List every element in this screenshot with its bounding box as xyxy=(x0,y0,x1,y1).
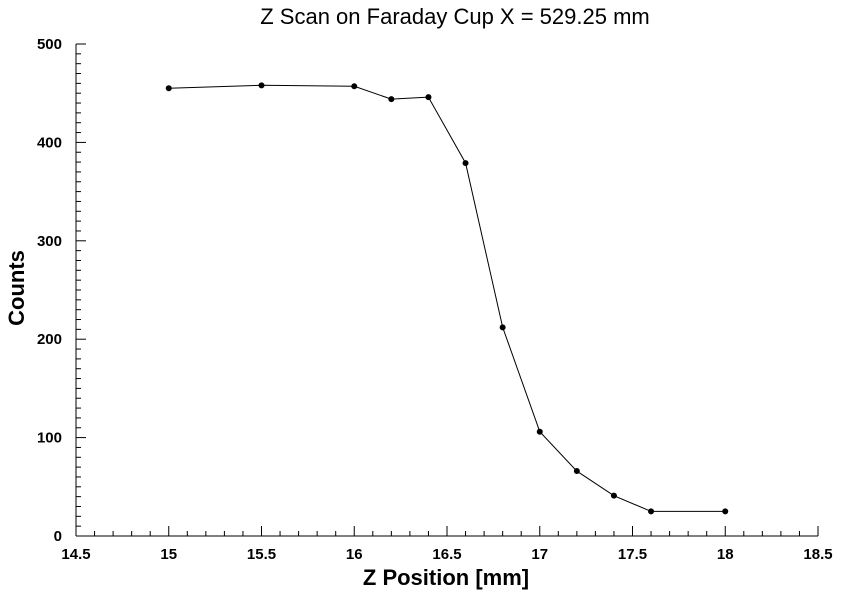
data-point xyxy=(425,94,431,100)
x-tick-label: 18 xyxy=(717,546,734,563)
data-point xyxy=(351,83,357,89)
y-tick-label: 0 xyxy=(54,528,62,545)
ticks-layer: 14.5 15 15.5 16 16.5 17 17.5 18 18.5 0 100 200 300 40… xyxy=(37,36,833,563)
y-tick-label: 300 xyxy=(37,233,62,250)
data-point xyxy=(388,96,394,102)
data-point xyxy=(611,493,617,499)
x-tick-label: 15.5 xyxy=(247,546,276,563)
x-tick-label: 16 xyxy=(346,546,363,563)
x-tick-label: 15 xyxy=(160,546,177,563)
x-tick-label: 17 xyxy=(531,546,548,563)
series-line xyxy=(169,85,726,511)
y-axis-label: Counts xyxy=(4,250,29,326)
y-tick-label: 500 xyxy=(37,36,62,53)
x-tick-label: 18.5 xyxy=(803,546,832,563)
x-tick-label: 16.5 xyxy=(432,546,461,563)
x-tick-label: 17.5 xyxy=(618,546,647,563)
x-tick-label: 14.5 xyxy=(61,546,90,563)
series-layer xyxy=(166,82,729,514)
data-point xyxy=(574,468,580,474)
data-point xyxy=(259,82,265,88)
x-axis-label: Z Position [mm] xyxy=(363,565,529,590)
y-tick-label: 100 xyxy=(37,430,62,447)
data-point xyxy=(722,508,728,514)
y-tick-label: 400 xyxy=(37,134,62,151)
y-tick-label: 200 xyxy=(37,331,62,348)
data-point xyxy=(500,324,506,330)
data-point xyxy=(166,85,172,91)
data-point xyxy=(463,160,469,166)
data-point xyxy=(537,429,543,435)
data-point xyxy=(648,508,654,514)
chart-title: Z Scan on Faraday Cup X = 529.25 mm xyxy=(260,4,649,29)
